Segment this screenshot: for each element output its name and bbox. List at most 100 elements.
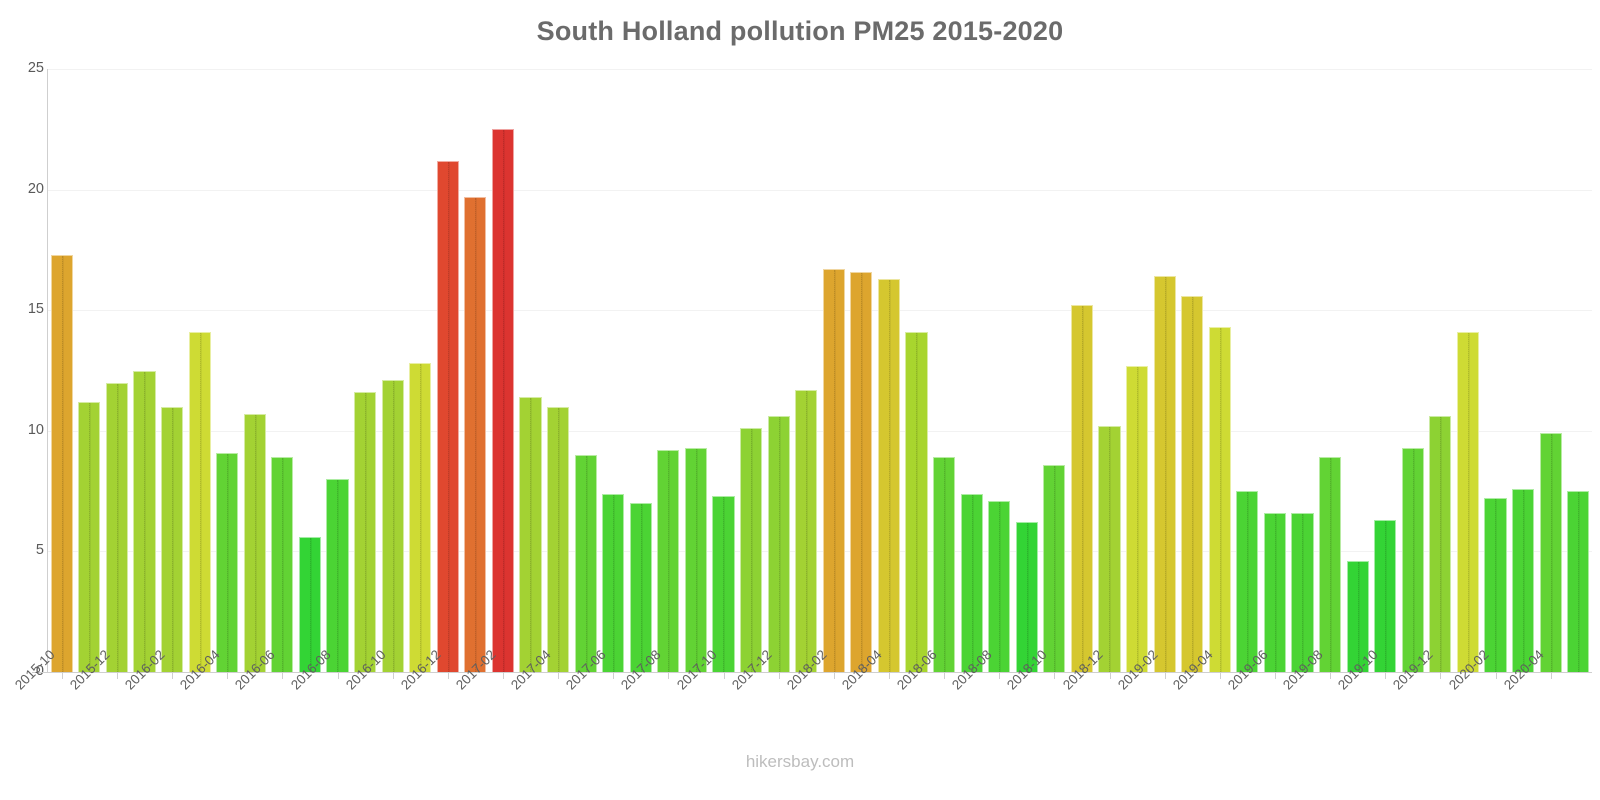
gridline — [48, 310, 1592, 312]
gridline — [48, 430, 1592, 432]
y-axis-tick-label: 5 — [35, 542, 44, 559]
bar[interactable] — [409, 363, 432, 672]
x-axis-tick — [668, 672, 670, 679]
x-axis-tick — [227, 672, 229, 679]
x-axis-tick — [337, 672, 339, 679]
bar[interactable] — [877, 278, 900, 673]
bar[interactable] — [1181, 295, 1204, 673]
bar[interactable] — [326, 479, 349, 672]
y-axis-tick-label: 20 — [27, 180, 44, 197]
chart-title: South Holland pollution PM25 2015-2020 — [536, 16, 1064, 46]
footer-attribution: hikersbay.com — [745, 752, 855, 771]
bar[interactable] — [436, 160, 459, 673]
x-axis-tick — [1054, 672, 1056, 679]
x-axis-tick — [1330, 672, 1332, 679]
bar[interactable] — [271, 457, 294, 672]
x-axis-tick — [888, 672, 890, 679]
bar[interactable] — [1291, 512, 1314, 673]
bar[interactable] — [1263, 512, 1286, 673]
bar[interactable] — [1456, 331, 1479, 673]
bar[interactable] — [1567, 491, 1590, 672]
x-axis-tick — [778, 672, 780, 679]
x-axis-line — [32, 672, 1592, 673]
x-axis-tick — [833, 672, 835, 679]
y-axis-tick-label: 25 — [27, 60, 44, 76]
bar[interactable] — [105, 382, 128, 673]
x-axis-tick — [1550, 672, 1552, 679]
x-axis-tick — [944, 672, 946, 679]
x-axis-tick — [1219, 672, 1221, 679]
gridline — [48, 189, 1592, 191]
bar-series — [48, 69, 1592, 673]
bar[interactable] — [78, 401, 101, 673]
bar[interactable] — [161, 406, 184, 673]
bar[interactable] — [188, 331, 211, 673]
y-axis-line — [47, 69, 48, 673]
x-axis-tick — [558, 672, 560, 679]
bar[interactable] — [354, 392, 377, 672]
bar[interactable] — [243, 413, 266, 673]
bar[interactable] — [1512, 488, 1535, 673]
gridline — [48, 551, 1592, 553]
x-axis-tick — [1164, 672, 1166, 679]
x-axis-tick — [723, 672, 725, 679]
bar[interactable] — [491, 129, 514, 672]
x-axis-tick — [1440, 672, 1442, 679]
x-axis-labels: 2015-10 2015-12 2016-02 2016-04 2016-06 2016-… — [0, 647, 1600, 792]
x-axis-tick — [502, 672, 504, 679]
bar[interactable] — [1153, 276, 1176, 672]
bar[interactable] — [850, 271, 873, 673]
bar[interactable] — [1015, 522, 1038, 672]
bar[interactable] — [1484, 498, 1507, 672]
bar[interactable] — [712, 495, 735, 673]
bar[interactable] — [1429, 416, 1452, 672]
x-axis-tick — [116, 672, 118, 679]
x-axis-tick — [1385, 672, 1387, 679]
bar[interactable] — [216, 452, 239, 673]
y-axis-tick-label: 0 — [35, 663, 44, 679]
x-axis-tick — [61, 672, 63, 679]
x-axis-tick — [447, 672, 449, 679]
bar[interactable] — [1374, 520, 1397, 672]
bar[interactable] — [822, 269, 845, 672]
bar[interactable] — [1126, 365, 1149, 673]
bar[interactable] — [1346, 561, 1369, 672]
x-axis-tick — [282, 672, 284, 679]
bar[interactable] — [381, 380, 404, 672]
y-axis-labels: 0 5 10 15 20 25 — [0, 0, 44, 800]
bar[interactable] — [988, 500, 1011, 673]
x-axis-tick — [1274, 672, 1276, 679]
gridline — [48, 69, 1592, 70]
bar[interactable] — [519, 397, 542, 672]
bar[interactable] — [1208, 327, 1231, 672]
bar[interactable] — [1401, 447, 1424, 673]
bar[interactable] — [547, 406, 570, 673]
bar[interactable] — [629, 503, 652, 672]
bar[interactable] — [740, 428, 763, 672]
bar[interactable] — [960, 493, 983, 673]
bar[interactable] — [1236, 491, 1259, 672]
bar[interactable] — [767, 416, 790, 672]
bar[interactable] — [1043, 464, 1066, 673]
y-axis-tick-label: 10 — [27, 421, 44, 438]
bar[interactable] — [684, 447, 707, 673]
bar[interactable] — [795, 389, 818, 673]
bar[interactable] — [602, 493, 625, 673]
x-axis-tick — [172, 672, 174, 679]
bar[interactable] — [298, 536, 321, 673]
bar[interactable] — [1070, 305, 1093, 672]
bar[interactable] — [905, 331, 928, 673]
bar[interactable] — [933, 457, 956, 672]
bar[interactable] — [50, 254, 73, 673]
x-axis-tick — [999, 672, 1001, 679]
bar[interactable] — [464, 196, 487, 673]
bar[interactable] — [1539, 433, 1562, 672]
y-axis-tick-label: 15 — [27, 301, 44, 318]
bar[interactable] — [574, 454, 597, 673]
bar[interactable] — [1319, 457, 1342, 672]
bar[interactable] — [657, 450, 680, 672]
bar[interactable] — [133, 370, 156, 672]
bar[interactable] — [1098, 425, 1121, 673]
x-axis-tick — [392, 672, 394, 679]
x-axis-tick — [1495, 672, 1497, 679]
